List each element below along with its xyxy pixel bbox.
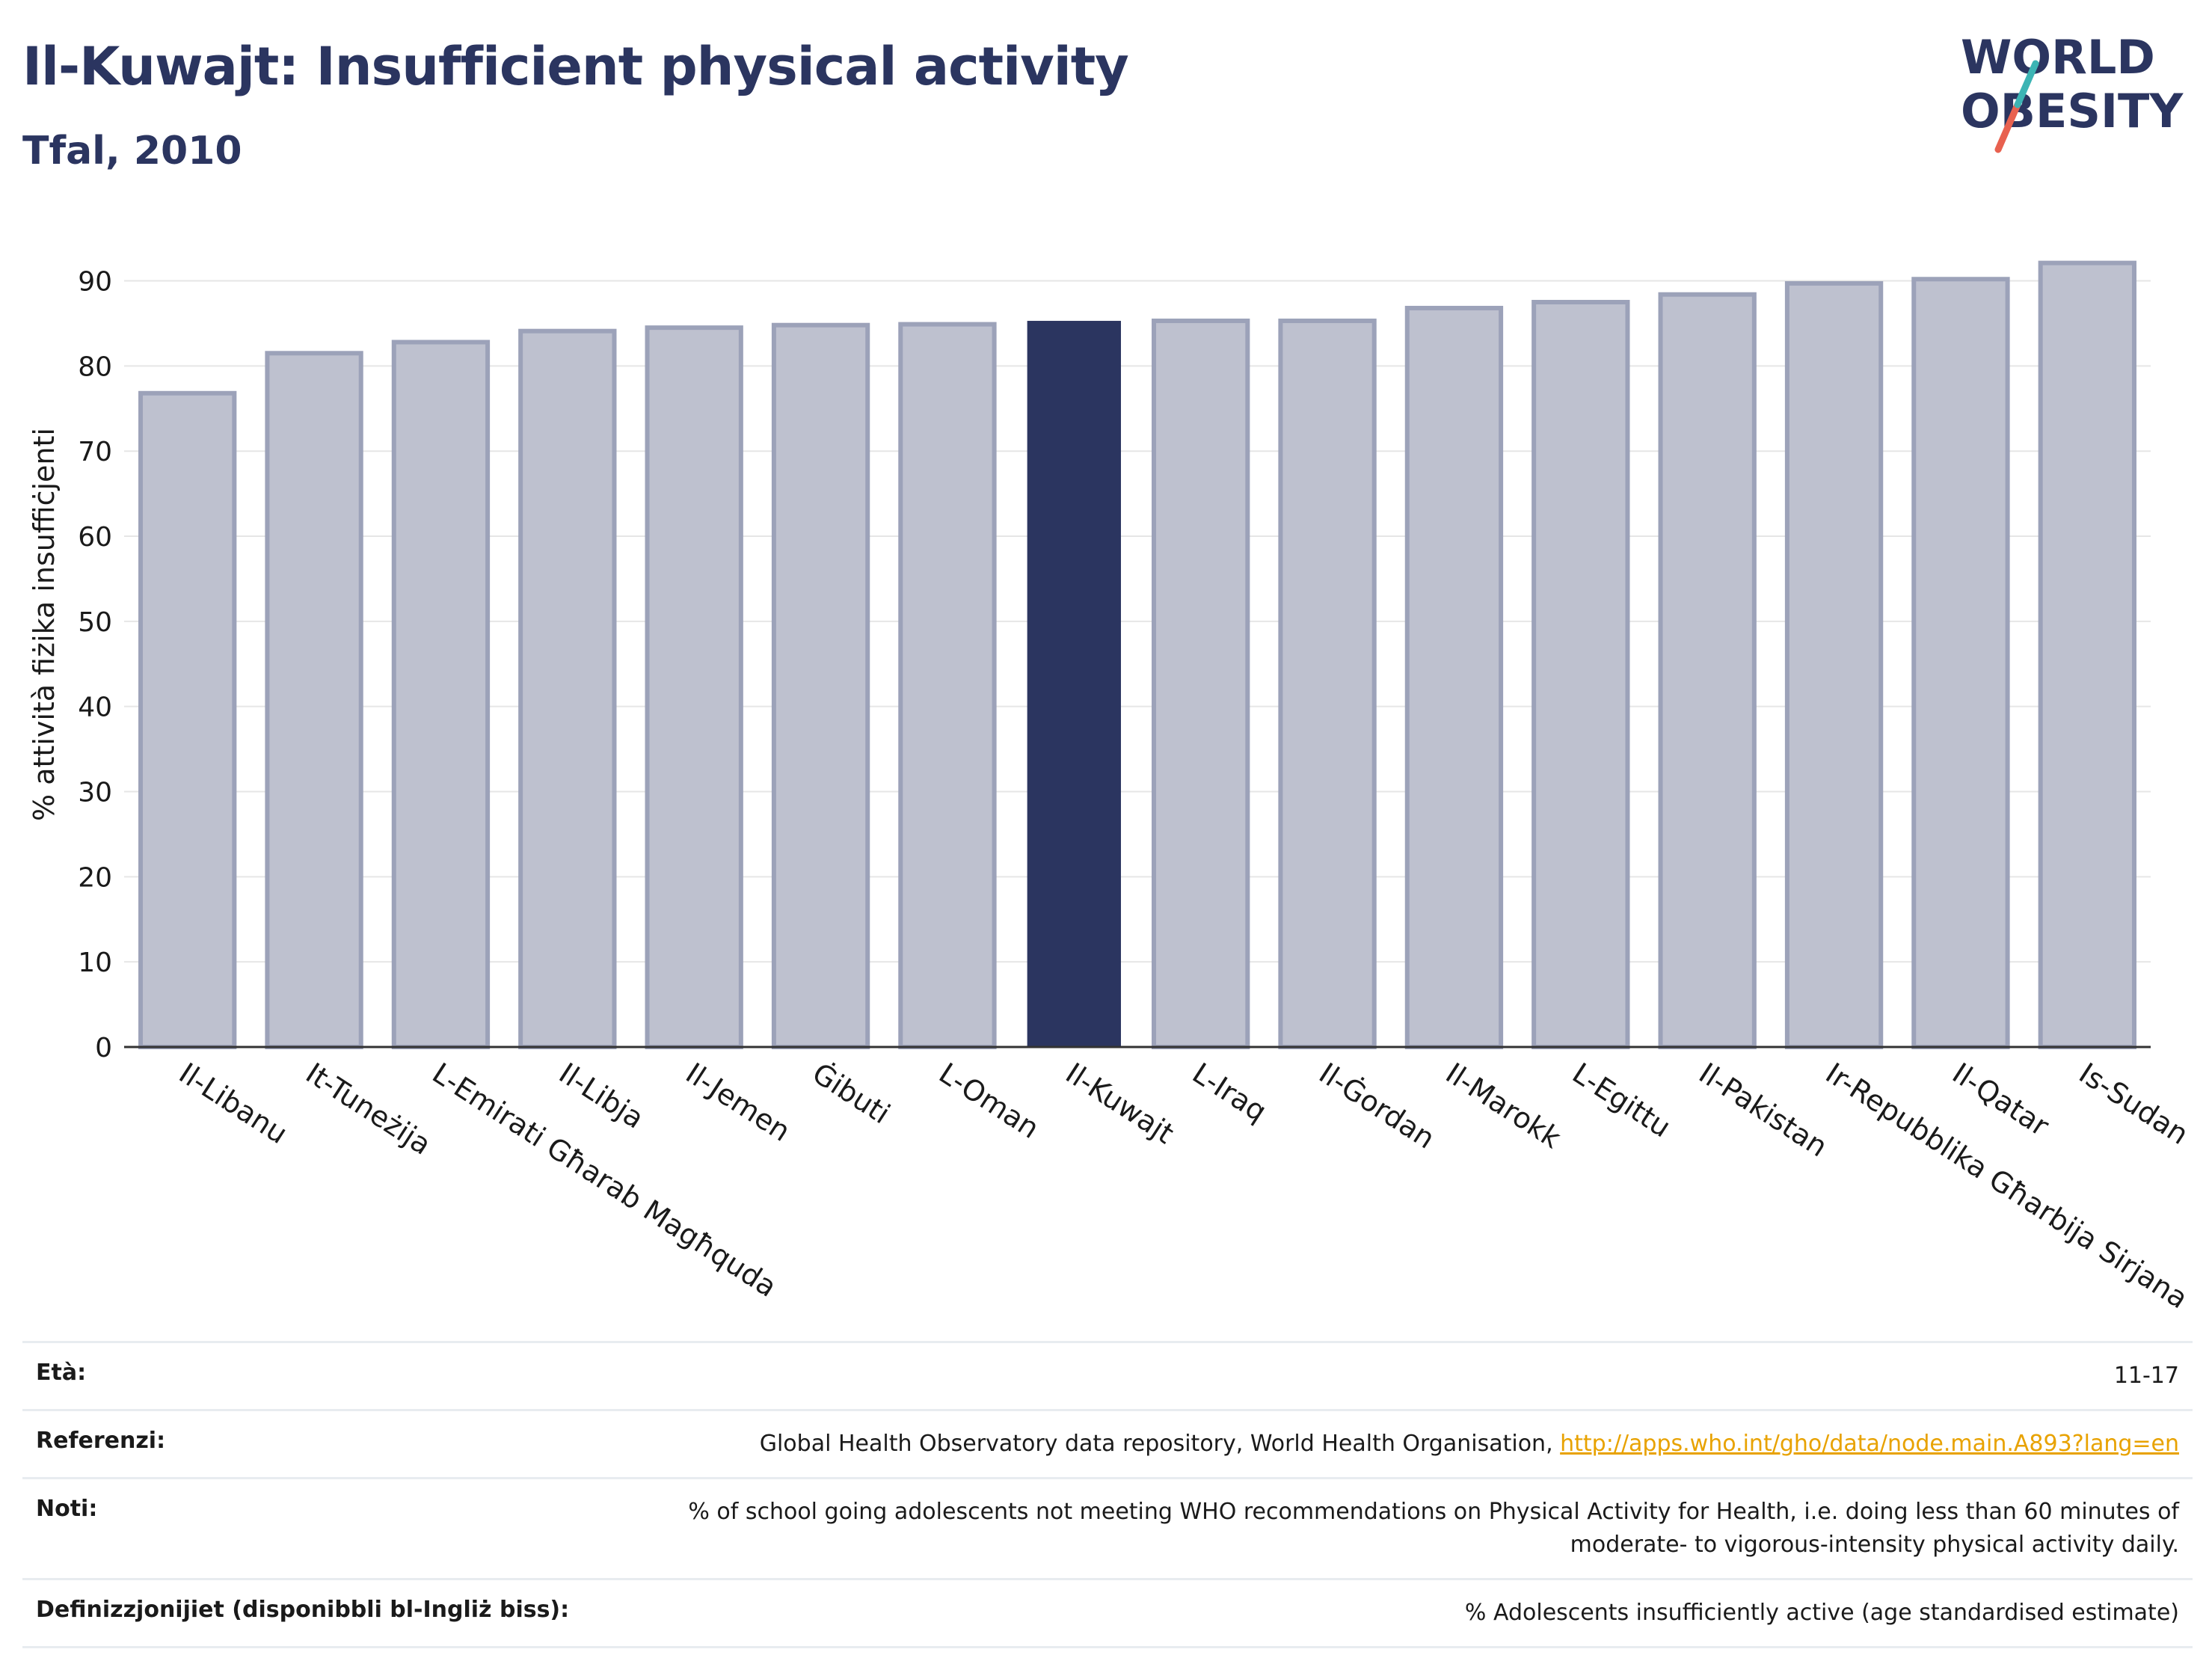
logo-line-2: OBESITY (1961, 84, 2184, 138)
bar-chart: 0 10 20 30 40 50 60 70 80 90 Il-Libanu It-Tuneżija L… (28, 260, 2194, 1315)
x-tick-label: L-Iraq (1187, 1057, 1273, 1129)
footer-value-definitions: % Adolescents insufficiently active (age… (1464, 1600, 2179, 1626)
y-tick-label: 30 (78, 778, 112, 808)
bar[interactable] (771, 322, 870, 1050)
x-tick-label: It-Tuneżija (300, 1057, 437, 1161)
chart-title: Il-Kuwajt: Insufficient physical activit… (22, 36, 1129, 97)
footer-value-notes: % of school going adolescents not meetin… (688, 1499, 2179, 1558)
info-table: Età: 11-17 Referenzi: Global Health Obse… (22, 1341, 2193, 1648)
bars-layer (138, 260, 2136, 1050)
x-tick-label: L-Egittu (1567, 1057, 1677, 1144)
bar[interactable] (518, 328, 617, 1050)
world-obesity-logo: WORLD OBESITY (1961, 30, 2184, 153)
bar[interactable] (1784, 280, 1884, 1049)
bar[interactable] (138, 390, 237, 1049)
x-tick-label: L-Oman (933, 1057, 1045, 1145)
bar[interactable] (2038, 260, 2136, 1049)
y-tick-label: 60 (78, 522, 112, 553)
footer-value-references: Global Health Observatory data repositor… (760, 1428, 2179, 1461)
y-tick-label: 90 (78, 267, 112, 298)
logo-line-1: WORLD (1961, 30, 2155, 85)
x-tick-label: Il-Marokk (1440, 1057, 1567, 1155)
bar[interactable] (1911, 277, 2010, 1049)
footer-row-age: Età: 11-17 (22, 1341, 2193, 1409)
bar[interactable] (1658, 292, 1757, 1049)
footer-label-age: Età: (36, 1360, 87, 1386)
x-tick-label: Ġibuti (807, 1057, 896, 1131)
reference-link[interactable]: http://apps.who.int/gho/data/node.main.A… (1560, 1431, 2179, 1457)
reference-text: Global Health Observatory data repositor… (759, 1431, 1561, 1457)
footer-label-definitions: Definizzjonijiet (disponibbli bl-Ingliż … (36, 1597, 570, 1623)
x-tick-label: Il-Libja (553, 1057, 650, 1135)
footer-label-references: Referenzi: (36, 1428, 166, 1454)
x-tick-label: Is-Sudan (2073, 1057, 2194, 1151)
logo-slash-red (1994, 101, 2021, 153)
chart-subtitle: Tfal, 2010 (22, 129, 242, 174)
x-tick-label: Il-Libanu (173, 1057, 293, 1151)
footer-row-references: Referenzi: Global Health Observatory dat… (22, 1409, 2193, 1477)
footer-value-age: 11-17 (2113, 1363, 2179, 1389)
y-tick-label: 0 (95, 1033, 112, 1063)
footer-label-notes: Noti: (36, 1496, 98, 1522)
footer-row-notes: Noti: % of school going adolescents not … (22, 1477, 2193, 1578)
y-tick-label: 10 (78, 948, 112, 978)
logo-slash-teal (2014, 60, 2039, 108)
bar[interactable] (1404, 305, 1504, 1049)
bar[interactable] (898, 322, 997, 1050)
x-tick-label: Il-Ġordan (1313, 1057, 1440, 1155)
y-tick-label: 80 (78, 351, 112, 382)
y-tick-label: 70 (78, 437, 112, 467)
bar[interactable] (1531, 299, 1630, 1049)
bar-highlighted[interactable] (1027, 321, 1121, 1047)
bar[interactable] (645, 325, 743, 1049)
x-tick-label: Il-Jemen (680, 1057, 796, 1148)
x-tick-label: Il-Pakistan (1693, 1057, 1833, 1164)
y-tick-label: 50 (78, 607, 112, 638)
y-tick-label: 20 (78, 862, 112, 893)
footer-row-definitions: Definizzjonijiet (disponibbli bl-Ingliż … (22, 1578, 2193, 1648)
y-axis-label: % attività fiżika insuffiċjenti (28, 428, 61, 821)
bar[interactable] (1278, 319, 1377, 1049)
bar[interactable] (391, 340, 491, 1049)
bar[interactable] (1152, 319, 1250, 1049)
x-tick-label: Il-Kuwajt (1060, 1057, 1179, 1150)
x-tick-label: Il-Qatar (1947, 1057, 2055, 1143)
y-tick-label: 40 (78, 693, 112, 723)
bar[interactable] (265, 351, 363, 1049)
